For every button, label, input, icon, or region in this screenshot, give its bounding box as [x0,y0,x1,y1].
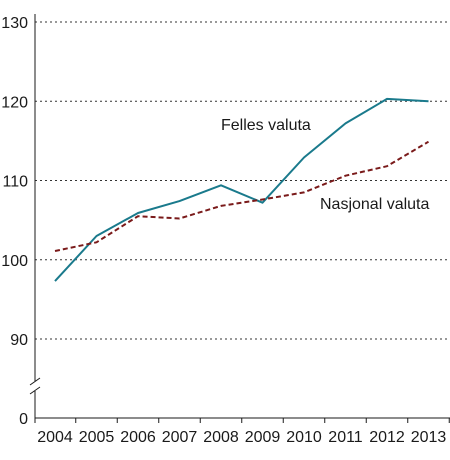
y-tick-label: 120 [1,94,28,111]
y-tick-label: 0 [19,411,28,428]
x-tick-label: 2012 [369,429,405,446]
axis-break-mark [29,386,41,395]
series-line-nasjonal-valuta [54,140,430,252]
x-tick-label: 2005 [79,429,115,446]
axes [29,14,450,423]
x-tick-label: 2004 [37,429,73,446]
x-tick-labels: 2004 2005 2006 2007 2008 2009 2010 2011 2012 2013 [37,429,446,446]
series-label-felles-valuta: Felles valuta [221,117,311,134]
axis-break-mark [29,377,41,386]
y-tick-label: 90 [10,332,28,349]
series-label-nasjonal-valuta: Nasjonal valuta [320,196,430,213]
x-tick-label: 2011 [328,429,363,446]
series-line-felles-valuta [54,97,429,282]
x-tick-label: 2008 [203,429,239,446]
x-tick-label: 2009 [245,429,281,446]
x-tick-label: 2013 [411,429,447,446]
gridlines [35,21,450,340]
y-tick-label: 110 [2,174,28,191]
y-tick-label: 130 [1,15,28,32]
x-tick-label: 2006 [120,429,156,446]
series-lines [54,97,430,282]
y-tick-labels: 0 90 100 110 120 130 [1,15,28,428]
y-tick-label: 100 [1,253,28,270]
x-tick-label: 2010 [286,429,322,446]
x-tick-label: 2007 [162,429,198,446]
